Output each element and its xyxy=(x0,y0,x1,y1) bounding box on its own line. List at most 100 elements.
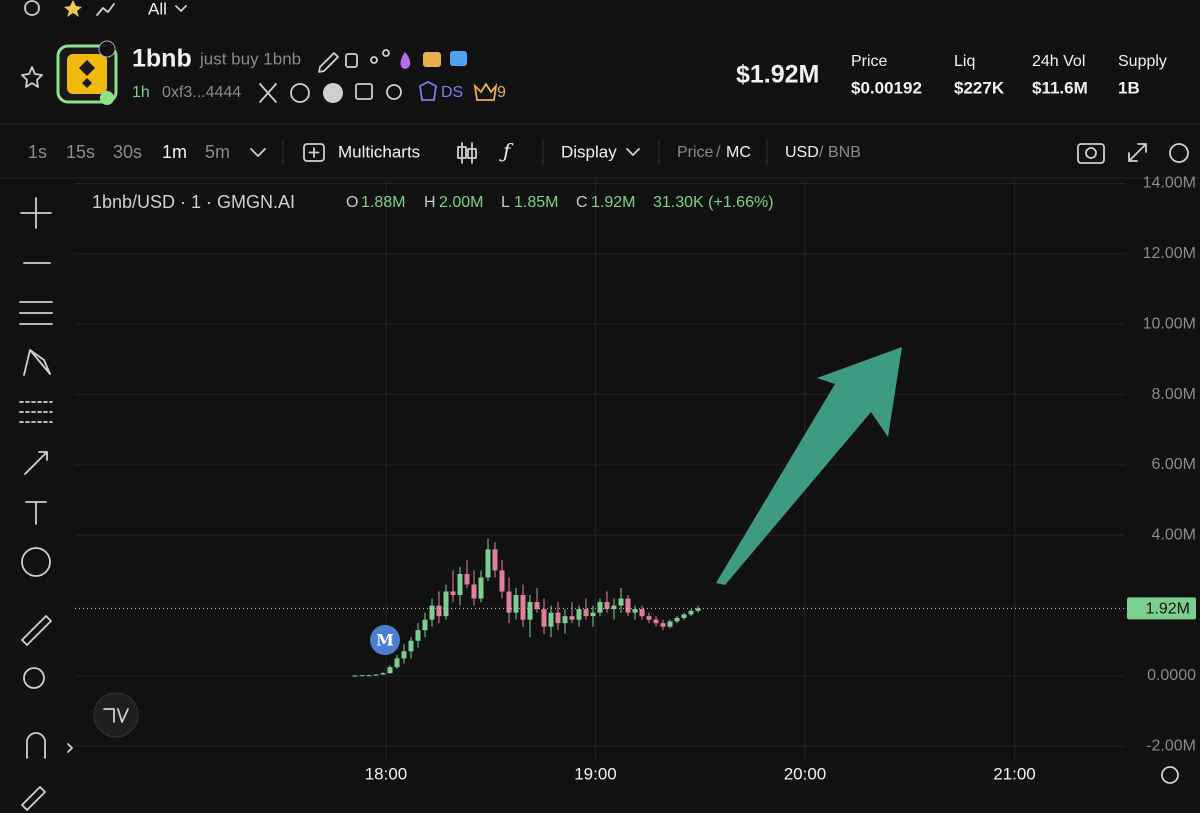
chart-link-icon[interactable] xyxy=(323,83,343,103)
edit-icon[interactable] xyxy=(318,52,339,73)
ohlc-value: 2.00M xyxy=(439,194,483,211)
interval-caret[interactable] xyxy=(250,148,266,157)
annotation-arrow xyxy=(716,347,902,585)
settings-icon[interactable] xyxy=(1169,143,1189,163)
candle-body xyxy=(660,623,666,627)
ds-label[interactable]: DS xyxy=(441,84,463,101)
interval[interactable]: 15s xyxy=(66,142,95,162)
share-icon[interactable] xyxy=(370,56,378,64)
candle-body xyxy=(667,621,673,627)
candle-body xyxy=(401,651,407,659)
tradingview-logo[interactable] xyxy=(93,692,139,738)
token-address[interactable]: 0xf3...4444 xyxy=(162,84,241,101)
search-icon[interactable] xyxy=(386,84,402,100)
candle-body xyxy=(569,616,575,620)
interval[interactable]: 1m xyxy=(162,142,187,162)
star-icon[interactable] xyxy=(21,66,43,88)
candle-body xyxy=(576,609,582,620)
candle-body xyxy=(359,675,365,677)
zoom-tool[interactable] xyxy=(23,667,45,689)
stat-value: $0.00192 xyxy=(851,78,922,97)
event-marker-label: M xyxy=(376,631,394,650)
alert-badge xyxy=(98,40,116,58)
y-tick-label: 10.00M xyxy=(1143,315,1196,332)
candle-body xyxy=(597,602,603,613)
multicharts-icon xyxy=(303,143,325,162)
candle-body xyxy=(387,667,393,674)
measure-tool[interactable] xyxy=(21,615,52,646)
price-toggle[interactable]: Price xyxy=(677,144,714,161)
candle-body xyxy=(695,608,701,611)
candle-body xyxy=(548,612,554,627)
brush-tool[interactable] xyxy=(24,451,48,475)
last-price-label: 1.92M xyxy=(1146,601,1190,618)
fib-tool[interactable] xyxy=(19,301,53,325)
candle-body xyxy=(688,610,694,615)
y-tick-label: 4.00M xyxy=(1152,526,1196,543)
plus xyxy=(308,147,320,158)
indicators-icon[interactable]: ƒ xyxy=(499,139,514,163)
emoji-tool[interactable] xyxy=(21,547,51,577)
last-price-box xyxy=(1127,597,1196,620)
candle-body xyxy=(352,675,358,677)
y-tick-label: 14.00M xyxy=(1143,175,1196,192)
candle-body xyxy=(674,617,680,622)
candle-body xyxy=(408,640,414,652)
copy-icon[interactable] xyxy=(345,53,358,68)
interval[interactable]: 30s xyxy=(113,142,142,162)
trend-icon[interactable] xyxy=(96,3,115,16)
interval[interactable]: 1s xyxy=(28,142,47,162)
camera-icon[interactable] xyxy=(1077,143,1105,164)
web-icon[interactable] xyxy=(290,83,310,103)
chart: 18:00 19:00 20:00 21:00 -2.00M 0.0000 4.00M 6.0… xyxy=(75,175,1196,783)
x-icon[interactable] xyxy=(259,83,277,103)
token-description: just buy 1bnb xyxy=(199,49,301,68)
y-tick-label: 0.0000 xyxy=(1147,667,1196,684)
candle-body xyxy=(562,616,568,624)
fullscreen-icon[interactable] xyxy=(1128,143,1147,162)
candle-body xyxy=(478,577,484,599)
collapse[interactable] xyxy=(67,743,73,753)
x-tick-label: 21:00 xyxy=(993,764,1036,783)
favorites-icon[interactable] xyxy=(64,0,82,17)
candle-body xyxy=(443,591,449,617)
magnet-tool[interactable] xyxy=(26,732,46,759)
y-tick-label: 8.00M xyxy=(1152,386,1196,403)
mc-toggle[interactable]: MC xyxy=(726,144,751,161)
logo-glyph xyxy=(79,60,95,88)
filter[interactable]: All xyxy=(148,0,167,18)
event-marker[interactable] xyxy=(370,625,400,655)
pattern-tool[interactable] xyxy=(23,349,51,376)
lock-tool[interactable] xyxy=(21,786,46,811)
candle-body xyxy=(653,619,659,624)
ohlc-value: 1.85M xyxy=(514,194,558,211)
forecast-tool[interactable] xyxy=(19,401,53,423)
candle-body xyxy=(457,146,467,159)
candle-body xyxy=(394,658,400,668)
candle-body xyxy=(534,602,540,610)
settings-icon[interactable] xyxy=(24,0,40,16)
interval[interactable]: 5m xyxy=(205,142,230,162)
text-tool[interactable] xyxy=(25,501,47,525)
bnb-toggle[interactable]: BNB xyxy=(828,144,861,161)
candle-body xyxy=(681,614,687,618)
stat-value: $11.6M xyxy=(1032,78,1088,97)
verified-icon xyxy=(450,51,467,66)
axis-settings[interactable] xyxy=(1161,766,1179,784)
fire-icon xyxy=(400,52,411,69)
ohlc-value: 1.88M xyxy=(361,194,405,211)
display[interactable]: Display xyxy=(561,142,617,161)
notes-icon[interactable] xyxy=(355,83,373,100)
candle-body xyxy=(436,605,442,617)
stat-value: 1B xyxy=(1118,78,1140,97)
chart-title: 1bnb/USD · 1 · GMGN.AI xyxy=(92,192,295,212)
candle-body xyxy=(639,609,645,617)
candle-body xyxy=(618,598,624,606)
usd-toggle[interactable]: USD xyxy=(785,144,819,161)
x-tick-label: 18:00 xyxy=(365,764,408,783)
candle-body xyxy=(366,675,372,677)
crosshair-tool[interactable] xyxy=(20,197,52,229)
multicharts[interactable]: Multicharts xyxy=(338,142,420,161)
